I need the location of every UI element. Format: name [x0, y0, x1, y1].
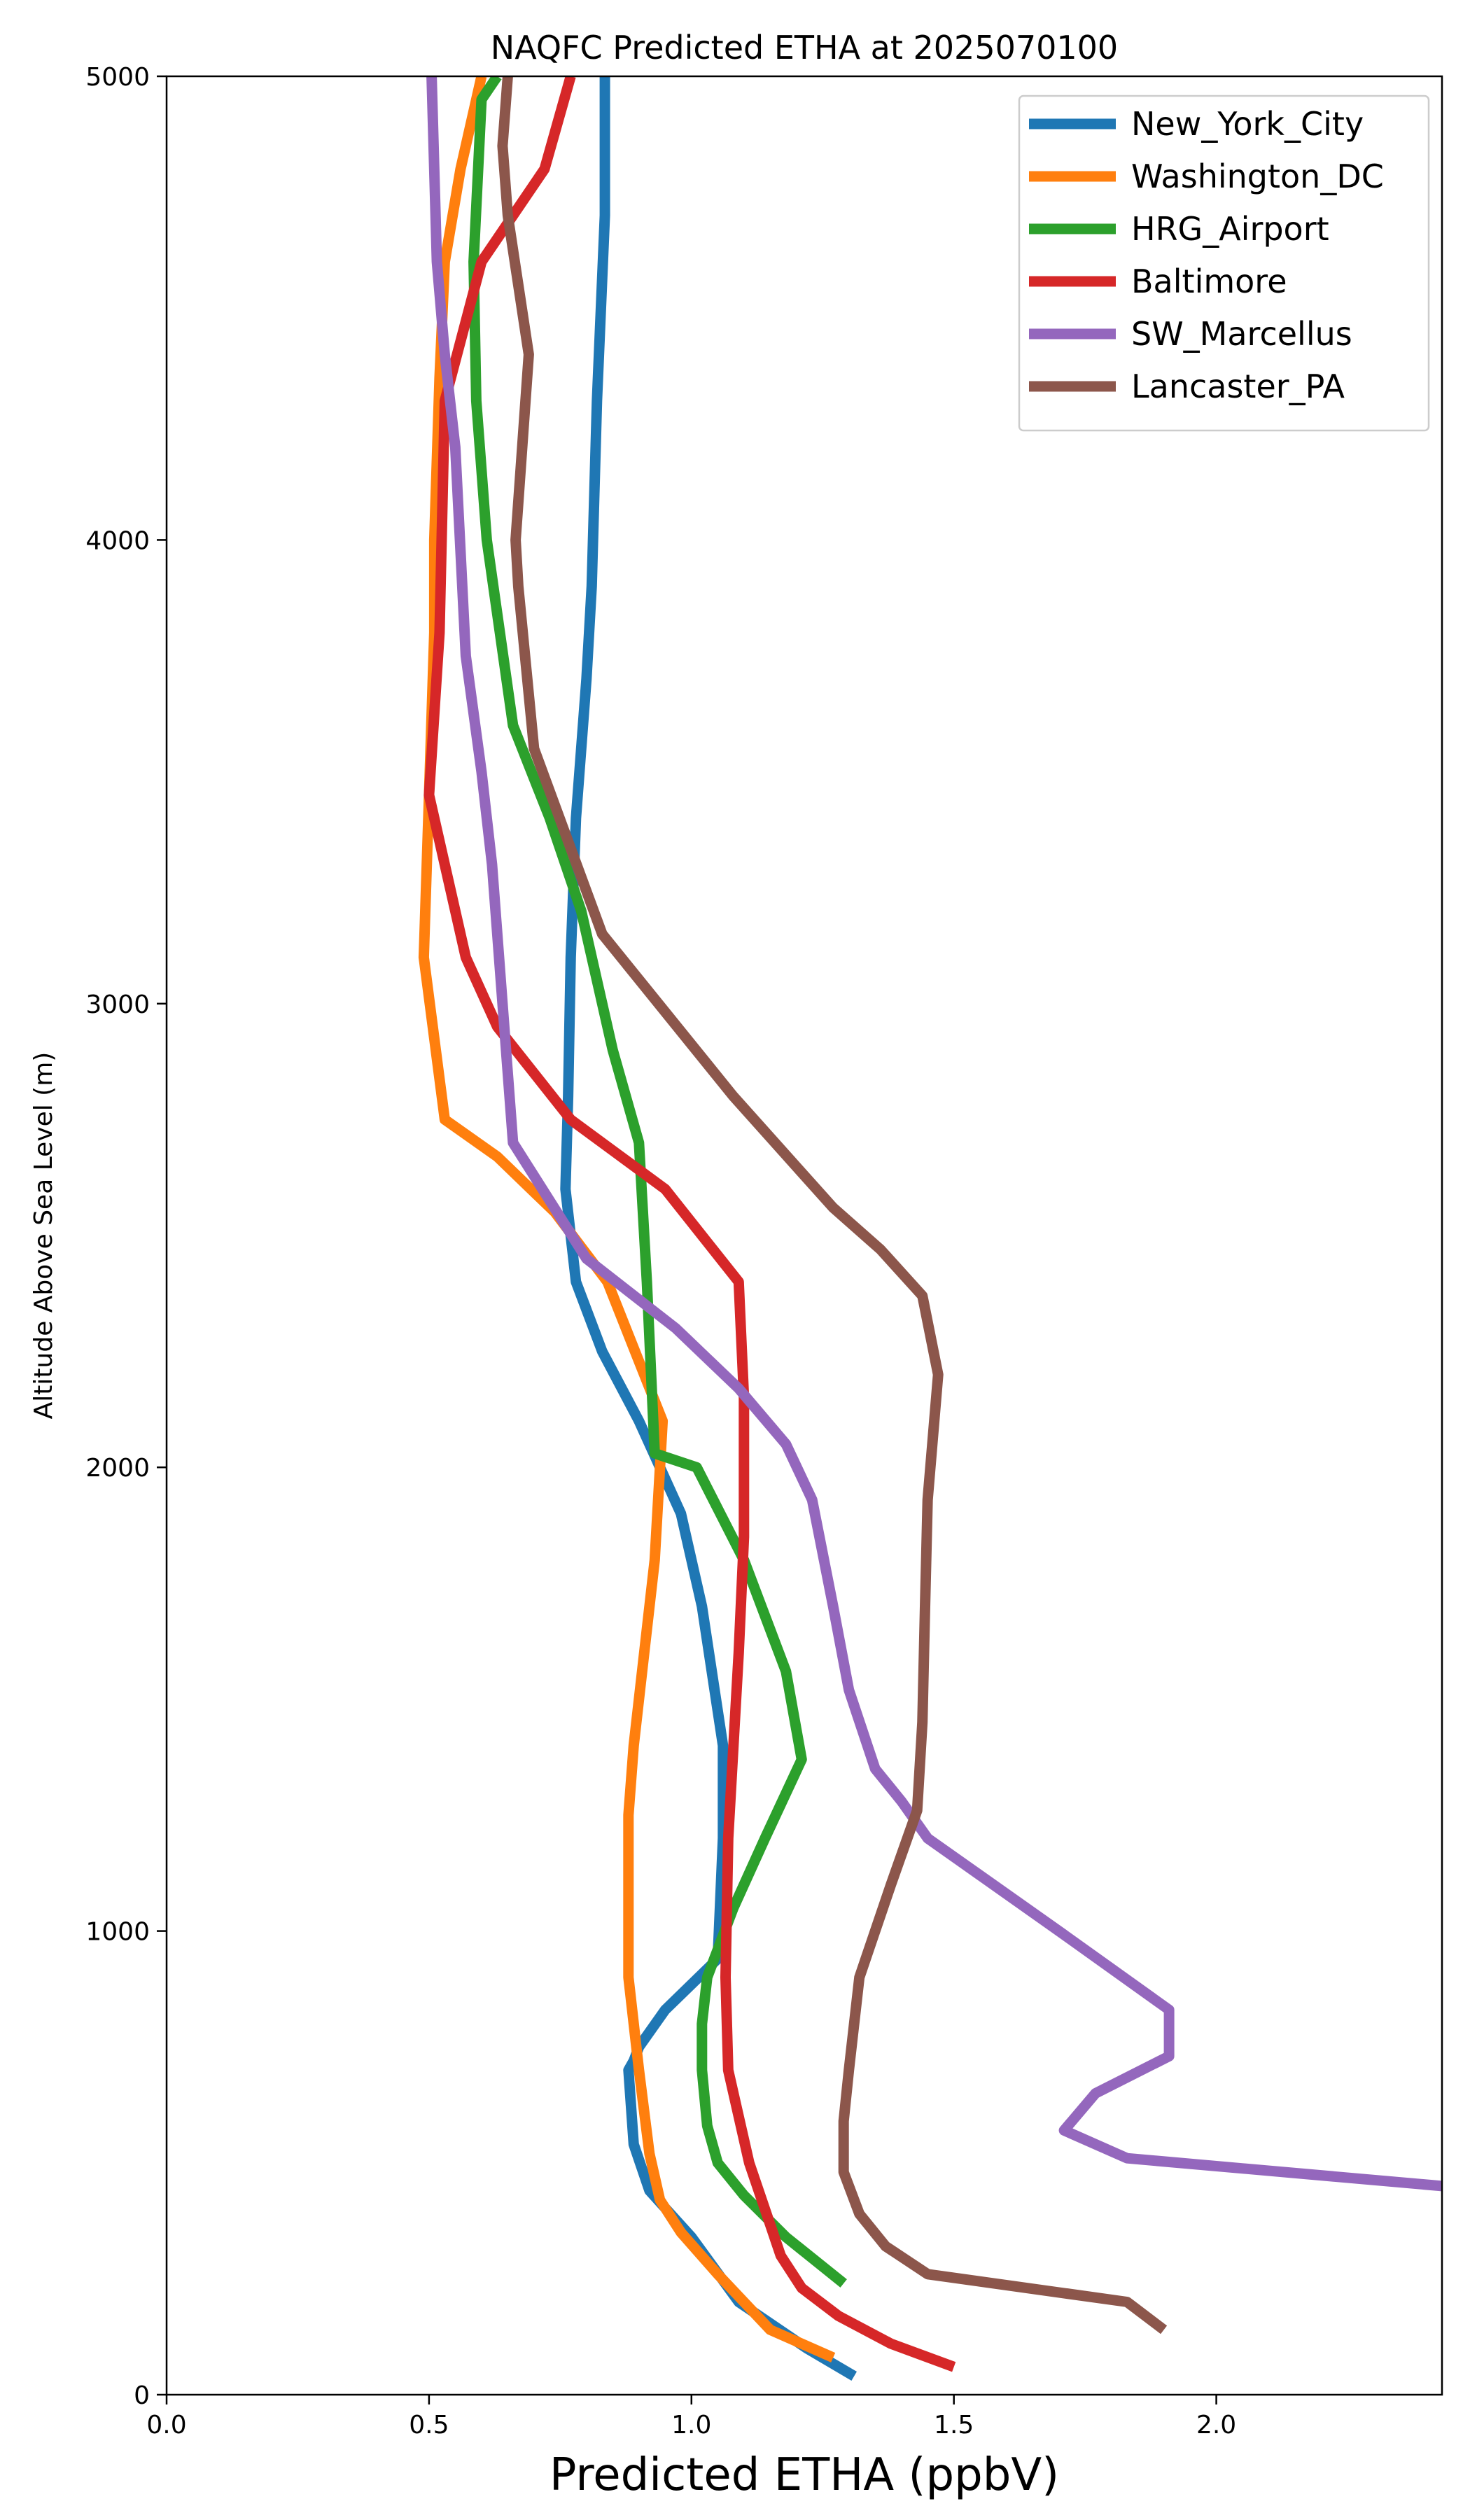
x-tick-label: 1.0 [671, 2411, 711, 2440]
legend-label-hrg-airport: HRG_Airport [1131, 210, 1329, 248]
legend-label-lancaster-pa: Lancaster_PA [1131, 368, 1345, 405]
x-tick-label: 1.5 [934, 2411, 974, 2440]
series-layer [418, 76, 1442, 2381]
x-tick-label: 0.0 [146, 2411, 186, 2440]
plot-frame [165, 75, 1443, 2396]
y-tick-label: 3000 [85, 990, 150, 1019]
series-line-hrg-airport [468, 76, 847, 2288]
x-tick-label: 2.0 [1196, 2411, 1236, 2440]
y-tick-label: 1000 [85, 1918, 150, 1947]
x-axis-label: Predicted ETHA (ppbV) [550, 2449, 1059, 2501]
legend-box [1018, 94, 1430, 432]
y-axis-label: Altitude Above Sea Level (m) [29, 1052, 58, 1420]
x-tick-label: 0.5 [409, 2411, 449, 2440]
series-line-sw-marcellus [426, 76, 1442, 2192]
series-line-washington-dc [418, 76, 836, 2362]
series-line-baltimore [424, 76, 956, 2372]
legend: New_York_City Washington_DC HRG_Airport Bal… [1018, 94, 1430, 432]
axes-layer: 0.0 0.5 1.0 1.5 2.0 0 1000 2000 3000 4000 5000 [85, 63, 1236, 2440]
y-tick-label: 0 [134, 2381, 150, 2410]
legend-label-new-york-city: New_York_City [1131, 105, 1364, 143]
y-tick-label: 2000 [85, 1454, 150, 1483]
legend-label-washington-dc: Washington_DC [1131, 158, 1384, 195]
legend-label-sw-marcellus: SW_Marcellus [1131, 315, 1352, 353]
y-tick-label: 5000 [85, 63, 150, 92]
chart-title: NAQFC Predicted ETHA at 2025070100 [491, 29, 1118, 66]
legend-label-baltimore: Baltimore [1131, 262, 1287, 300]
series-line-lancaster-pa [497, 76, 1168, 2334]
y-tick-label: 4000 [85, 526, 150, 555]
series-line-new-york-city [560, 76, 858, 2381]
